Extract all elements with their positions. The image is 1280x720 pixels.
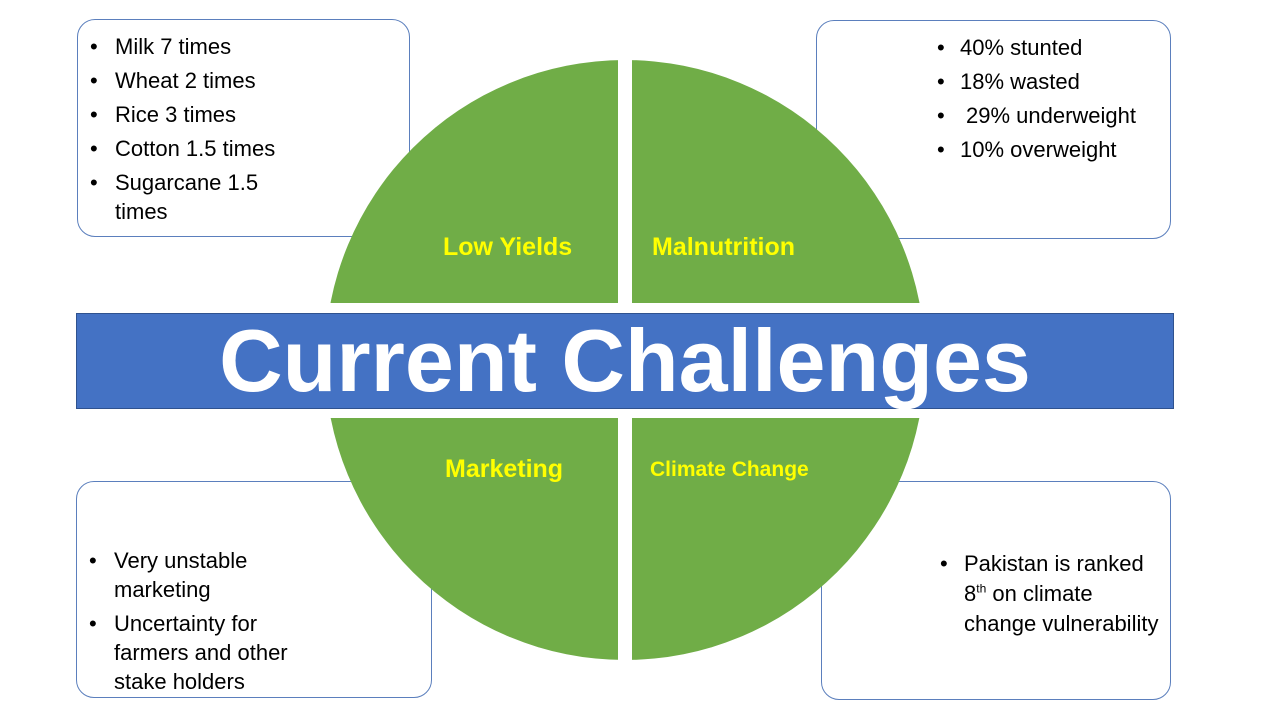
list-item: Sugarcane 1.5 times: [78, 168, 270, 226]
climate-rank-text-cont: on climate change vulnerability: [964, 581, 1159, 636]
quadrant-malnutrition: [632, 60, 925, 303]
list-item: 29% underweight: [817, 101, 1170, 130]
climate-rank-text: Pakistan is ranked 8: [964, 551, 1144, 606]
page-title: Current Challenges: [219, 311, 1031, 410]
low-yields-label: Low Yields: [443, 233, 573, 261]
list-item: Wheat 2 times: [78, 66, 409, 95]
list-item: Very unstable marketing: [77, 546, 274, 604]
ordinal-suffix: th: [976, 581, 987, 596]
list-item: Rice 3 times: [78, 100, 409, 129]
list-item: 40% stunted: [817, 33, 1170, 62]
list-item: Cotton 1.5 times: [78, 134, 409, 163]
list-item: 10% overweight: [817, 135, 1170, 164]
low-yields-details-box: Milk 7 times Wheat 2 times Rice 3 times …: [77, 19, 410, 237]
quadrant-climate-change: [632, 418, 925, 660]
climate-change-label: Climate Change: [650, 458, 809, 481]
list-item: 18% wasted: [817, 67, 1170, 96]
title-banner: [76, 313, 1174, 409]
marketing-label: Marketing: [445, 455, 564, 483]
list-item: Pakistan is ranked 8th on climate change…: [822, 549, 1164, 639]
malnutrition-label: Malnutrition: [652, 233, 796, 261]
quadrant-low-yields: [325, 60, 618, 303]
list-item: Uncertainty for farmers and other stake …: [77, 609, 319, 696]
list-item: Milk 7 times: [78, 32, 409, 61]
